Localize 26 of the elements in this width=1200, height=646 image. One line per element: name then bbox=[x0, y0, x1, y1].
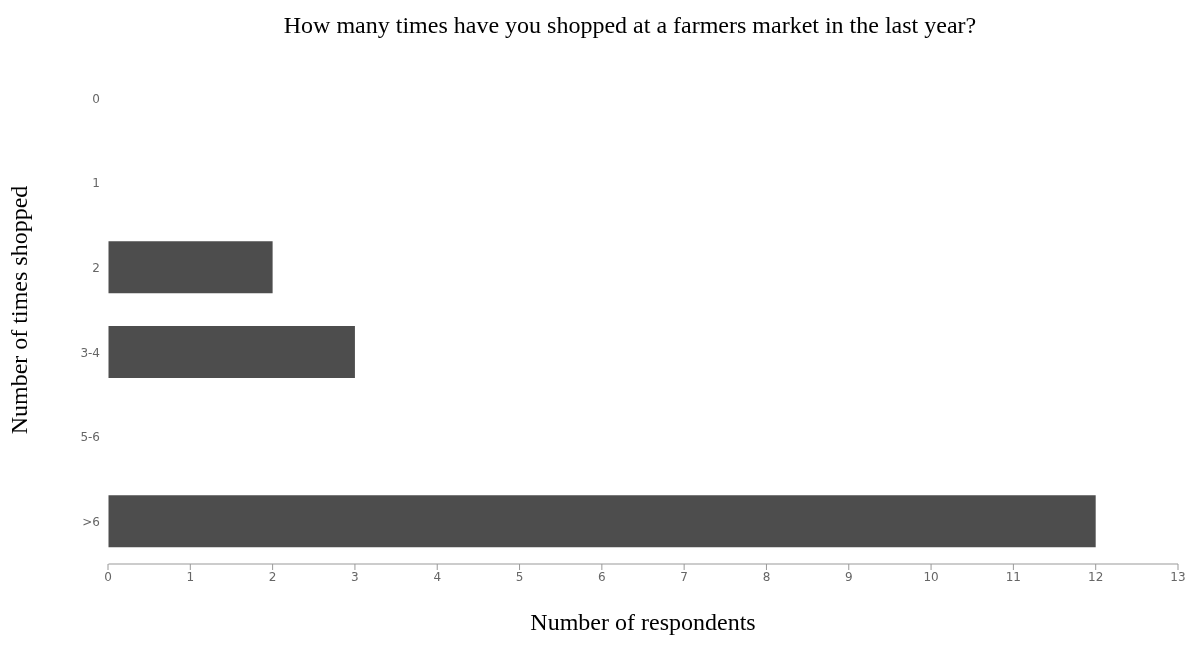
y-tick-label: 2 bbox=[92, 260, 100, 275]
y-tick-label: 5-6 bbox=[80, 430, 100, 445]
x-tick-label: 4 bbox=[433, 569, 442, 584]
x-tick-label: 0 bbox=[104, 569, 112, 584]
y-tick-label: >6 bbox=[82, 514, 100, 529]
x-tick-label: 12 bbox=[1088, 569, 1104, 584]
bar bbox=[108, 326, 355, 378]
x-tick-label: 10 bbox=[923, 569, 939, 584]
x-tick-label: 1 bbox=[186, 569, 195, 584]
chart-title: How many times have you shopped at a farmers market in the last year? bbox=[282, 11, 978, 40]
x-tick-label: 3 bbox=[351, 569, 359, 584]
x-tick-label: 9 bbox=[844, 569, 853, 584]
x-tick-label: 6 bbox=[598, 569, 606, 584]
x-tick-label: 5 bbox=[515, 569, 524, 584]
bar bbox=[108, 495, 1096, 548]
x-tick-label: 7 bbox=[680, 569, 688, 584]
bar bbox=[108, 241, 273, 294]
x-tick-label: 2 bbox=[268, 569, 277, 584]
y-axis-title: Number of times shopped bbox=[5, 185, 32, 435]
y-tick-label: 0 bbox=[92, 91, 100, 106]
x-tick-label: 11 bbox=[1005, 569, 1022, 584]
y-tick-label: 3-4 bbox=[80, 345, 100, 360]
x-tick-label: 13 bbox=[1170, 569, 1186, 584]
x-axis-title: Number of respondents bbox=[530, 609, 756, 635]
x-tick-label: 8 bbox=[762, 569, 771, 584]
y-tick-label: 1 bbox=[92, 176, 100, 191]
